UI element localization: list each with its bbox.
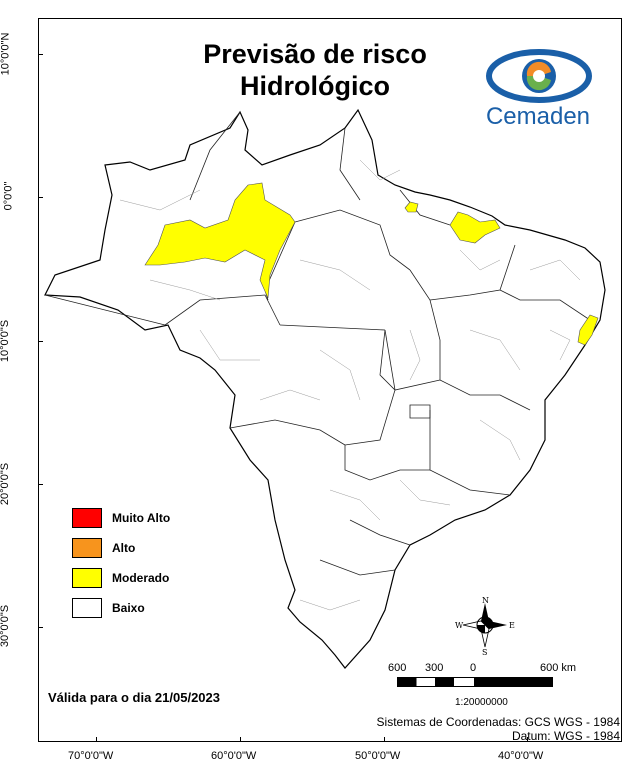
lon-label-70w: 70°0'0"W: [68, 750, 114, 762]
title-line-1: Previsão de risco: [203, 39, 427, 69]
scale-label-300: 300: [425, 662, 444, 674]
north-arrow: N S W E: [455, 596, 515, 655]
legend-swatch-muito-alto: [72, 508, 102, 528]
title-line-2: Hidrológico: [240, 71, 390, 101]
amazonas-para-moderate-area: [144, 182, 296, 299]
legend-label-alto: Alto: [112, 541, 136, 555]
scale-label-600-left: 600: [388, 662, 407, 674]
legend-label-baixo: Baixo: [112, 601, 145, 615]
coordinate-system-line: Sistemas de Coordenadas: GCS WGS - 1984: [376, 715, 620, 729]
lon-label-40w: 40°0'0"W: [498, 750, 544, 762]
legend-swatch-alto: [72, 538, 102, 558]
subdivision-lines: [119, 159, 581, 611]
scale-label-600-km: 600 km: [540, 662, 577, 674]
scale-ratio: 1:20000000: [455, 697, 508, 708]
lon-label-50w: 50°0'0"W: [355, 750, 401, 762]
moderate-risk-areas: [144, 182, 599, 346]
pernambuco-moderate-area: [577, 314, 599, 346]
valid-date: Válida para o dia 21/05/2023: [48, 690, 220, 705]
scale-label-0: 0: [470, 662, 477, 674]
scale-bar: [397, 677, 553, 687]
north-label: N: [482, 596, 489, 605]
cemaden-logo-text: Cemaden: [485, 103, 591, 130]
south-label: S: [482, 648, 487, 655]
legend-label-muito-alto: Muito Alto: [112, 511, 171, 525]
west-label: W: [455, 621, 464, 630]
maranhao-moderate-area: [449, 211, 501, 244]
amapa-moderate-area: [404, 201, 419, 213]
east-label: E: [509, 621, 515, 630]
lon-label-60w: 60°0'0"W: [211, 750, 257, 762]
datum-line: Datum: WGS - 1984: [511, 729, 620, 743]
cemaden-eye-logo: [486, 49, 592, 103]
legend-swatch-baixo: [72, 598, 102, 618]
map-frame: [38, 18, 622, 742]
coordinate-system: Sistemas de Coordenadas: GCS WGS - 1984 …: [340, 715, 620, 743]
legend-swatch-moderado: [72, 568, 102, 588]
map-title: Previsão de risco Hidrológico: [150, 38, 480, 102]
legend-label-moderado: Moderado: [112, 571, 170, 585]
